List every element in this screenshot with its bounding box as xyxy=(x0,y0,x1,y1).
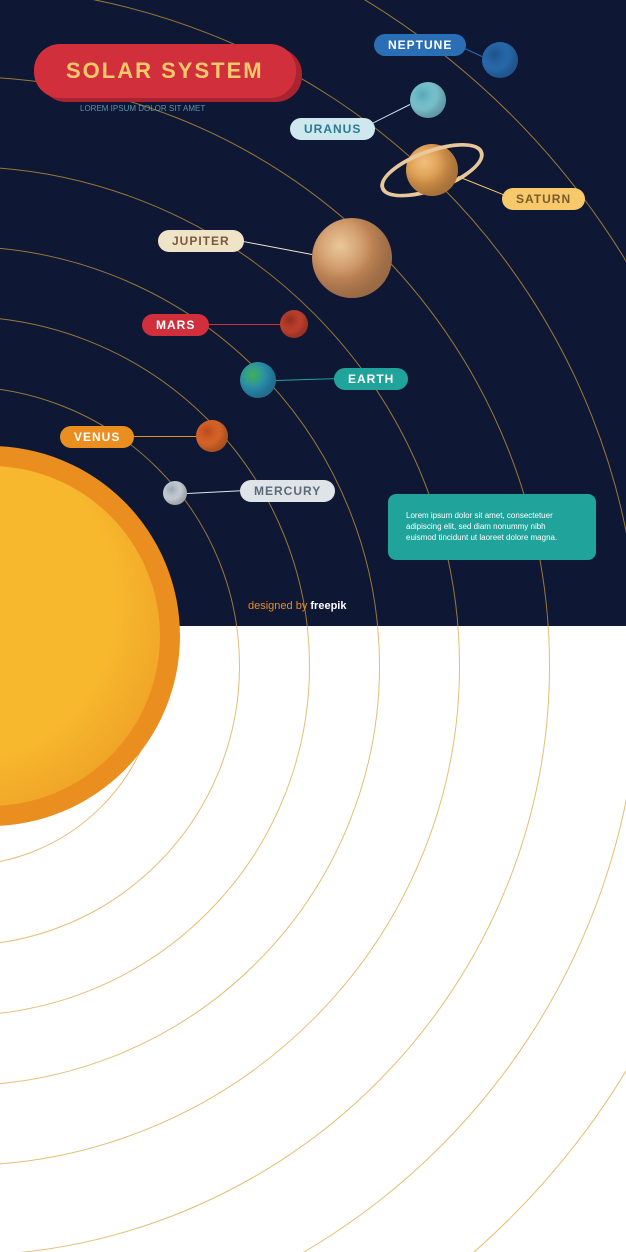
planet-neptune xyxy=(482,42,518,78)
planet-earth xyxy=(240,362,276,398)
info-box: Lorem ipsum dolor sit amet, consectetuer… xyxy=(388,494,596,560)
credit-line: designed by freepik xyxy=(248,600,346,612)
connector-line xyxy=(128,436,196,437)
planet-label-text: VENUS xyxy=(74,430,120,444)
planet-label-neptune: NEPTUNE xyxy=(374,34,466,56)
planet-mars xyxy=(280,310,308,338)
planet-label-uranus: URANUS xyxy=(290,118,375,140)
planet-venus xyxy=(196,420,228,452)
planet-label-text: SATURN xyxy=(516,192,571,206)
planet-label-venus: VENUS xyxy=(60,426,134,448)
credit-prefix: designed by xyxy=(248,600,310,612)
info-box-text: Lorem ipsum dolor sit amet, consectetuer… xyxy=(406,511,557,542)
planet-uranus xyxy=(410,82,446,118)
planet-label-saturn: SATURN xyxy=(502,188,585,210)
title-pill: SOLAR SYSTEM xyxy=(34,44,296,98)
planet-label-earth: EARTH xyxy=(334,368,408,390)
planet-label-mars: MARS xyxy=(142,314,209,336)
planet-label-text: NEPTUNE xyxy=(388,38,452,52)
connector-line xyxy=(200,324,280,325)
solar-system-infographic: MERCURY VENUS EARTH MARS JUPITER SATURN URANUS… xyxy=(0,0,626,626)
planet-label-text: MARS xyxy=(156,318,195,332)
planet-label-text: MERCURY xyxy=(254,484,321,498)
planet-label-text: JUPITER xyxy=(172,234,230,248)
planet-mercury xyxy=(163,481,187,505)
planet-jupiter xyxy=(312,218,392,298)
planet-label-jupiter: JUPITER xyxy=(158,230,244,252)
planet-label-mercury: MERCURY xyxy=(240,480,335,502)
planet-label-text: URANUS xyxy=(304,122,361,136)
title-text: SOLAR SYSTEM xyxy=(66,58,264,83)
planet-label-text: EARTH xyxy=(348,372,394,386)
subtitle-text: LOREM IPSUM DOLOR SIT AMET xyxy=(80,104,205,113)
credit-brand: freepik xyxy=(310,600,346,612)
